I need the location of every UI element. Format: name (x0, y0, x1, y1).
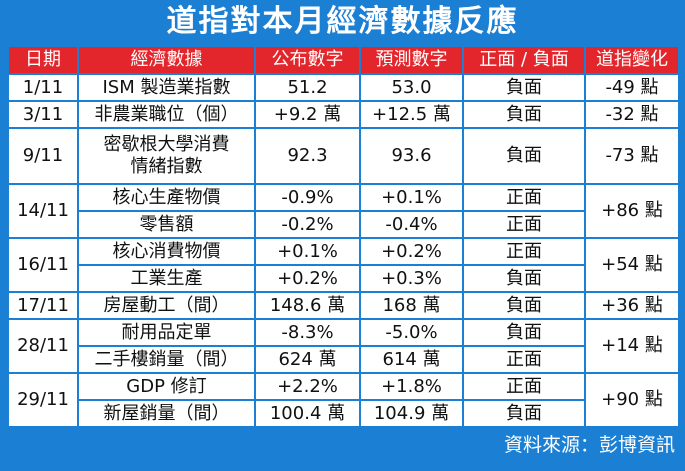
table-row: 17/11 房屋動工（間） 148.6 萬 168 萬負面 +36 點 (7, 291, 680, 320)
date-cell: 16/11 (7, 237, 79, 293)
change-cell: +90 點 (584, 372, 680, 428)
title: 道指對本月經濟數據反應 (166, 4, 519, 39)
table-row: 29/11 GDP 修訂 +2.2% +1.8% 正面 +90 點 (7, 372, 680, 428)
change-cell: +36 點 (584, 291, 680, 320)
data-table: 日期 經濟數據 公布數字 預測數字 正面 / 負面 道指變化 1/11 ISM 製造業指數 5… (7, 45, 680, 428)
forecast-cell: -0.4% (359, 210, 464, 239)
actual-cell: +9.2 萬 (254, 100, 361, 129)
header-cell: 經濟數據 (77, 45, 256, 75)
date-cell: 17/11 (7, 291, 79, 320)
forecast-cell: 168 萬 (359, 291, 464, 320)
date-cell: 14/11 (7, 183, 79, 239)
sentiment-cell: 正面 (462, 372, 586, 401)
date-cell: 3/11 (7, 100, 79, 129)
header-cell: 日期 (7, 45, 79, 75)
sentiment-cell: 正面 (462, 345, 586, 374)
table-row: 14/11 核心生產物價 -0.9% +0.1% 正面 +86 點 (7, 183, 680, 239)
sentiment-cell: 負面 (462, 399, 586, 428)
forecast-cell: 104.9 萬 (359, 399, 464, 428)
table-row: 3/11 非農業職位（個） +9.2 萬 +12.5 萬負面 -32 點 (7, 100, 680, 129)
header-cell: 正面 / 負面 (462, 45, 586, 75)
indicator-cell: 密歇根大學消費 情緒指數 (77, 127, 256, 185)
forecast-cell: +0.2% (359, 237, 464, 266)
date-cell: 29/11 (7, 372, 79, 428)
forecast-cell: 53.0 (359, 73, 464, 102)
indicator-cell: 新屋銷量（間） (77, 399, 256, 428)
sentiment-cell: 正面 (462, 210, 586, 239)
change-cell: +86 點 (584, 183, 680, 239)
change-cell: -32 點 (584, 100, 680, 129)
forecast-cell: -5.0% (359, 318, 464, 347)
table-row: 工業生產 +0.2% +0.3% 負面 (8, 264, 679, 293)
forecast-cell: +1.8% (359, 372, 464, 401)
actual-cell: 148.6 萬 (254, 291, 361, 320)
header-cell: 公布數字 (254, 45, 361, 75)
actual-cell: 92.3 (254, 127, 361, 185)
table-row: 16/11 核心消費物價 +0.1% +0.2% 正面 +54 點 (7, 237, 680, 293)
sentiment-cell: 負面 (462, 73, 586, 102)
indicator-cell: ISM 製造業指數 (77, 73, 256, 102)
actual-cell: 624 萬 (254, 345, 361, 374)
sentiment-cell: 負面 (462, 291, 586, 320)
table-row: 1/11 ISM 製造業指數 51.2 53.0 負面 -49 點 (7, 73, 680, 102)
header-cell: 道指變化 (584, 45, 680, 75)
sentiment-cell: 負面 (462, 127, 586, 185)
actual-cell: -8.3% (254, 318, 361, 347)
indicator-cell: 耐用品定單 (77, 318, 256, 347)
change-cell: +14 點 (584, 318, 680, 374)
sentiment-cell: 正面 (462, 237, 586, 266)
date-cell: 9/11 (7, 127, 79, 185)
table-row: 9/11 密歇根大學消費 情緒指數 92.3 93.6 負面 -73 點 (7, 127, 680, 185)
indicator-cell: 房屋動工（間） (77, 291, 256, 320)
change-cell: +54 點 (584, 237, 680, 293)
table-row: 28/11 耐用品定單 -8.3% -5.0% 負面 +14 點 (7, 318, 680, 374)
header-row: 日期 經濟數據 公布數字 預測數字 正面 / 負面 道指變化 (7, 45, 680, 75)
sentiment-cell: 負面 (462, 318, 586, 347)
sentiment-cell: 負面 (462, 100, 586, 129)
indicator-cell: 二手樓銷量（間） (77, 345, 256, 374)
forecast-cell: +12.5 萬 (359, 100, 464, 129)
indicator-cell: GDP 修訂 (77, 372, 256, 401)
change-cell: -49 點 (584, 73, 680, 102)
actual-cell: -0.2% (254, 210, 361, 239)
actual-cell: 51.2 (254, 73, 361, 102)
table-row: 新屋銷量（間） 100.4 萬 104.9 萬負面 (8, 399, 679, 428)
actual-cell: -0.9% (254, 183, 361, 212)
forecast-cell: 93.6 (359, 127, 464, 185)
actual-cell: +0.1% (254, 237, 361, 266)
forecast-cell: +0.1% (359, 183, 464, 212)
change-cell: -73 點 (584, 127, 680, 185)
date-cell: 28/11 (7, 318, 79, 374)
indicator-cell: 核心消費物價 (77, 237, 256, 266)
indicator-cell: 核心生產物價 (77, 183, 256, 212)
indicator-cell: 非農業職位（個） (77, 100, 256, 129)
header-cell: 預測數字 (359, 45, 464, 75)
actual-cell: 100.4 萬 (254, 399, 361, 428)
indicator-cell: 零售額 (77, 210, 256, 239)
sentiment-cell: 負面 (462, 264, 586, 293)
source: 資料來源：彭博資訊 (503, 434, 675, 456)
forecast-cell: +0.3% (359, 264, 464, 293)
forecast-cell: 614 萬 (359, 345, 464, 374)
date-cell: 1/11 (7, 73, 79, 102)
indicator-cell: 工業生產 (77, 264, 256, 293)
actual-cell: +0.2% (254, 264, 361, 293)
table-row: 二手樓銷量（間） 624 萬 614 萬正面 (8, 345, 679, 374)
sentiment-cell: 正面 (462, 183, 586, 212)
table-row: 零售額 -0.2% -0.4% 正面 (8, 210, 679, 239)
actual-cell: +2.2% (254, 372, 361, 401)
